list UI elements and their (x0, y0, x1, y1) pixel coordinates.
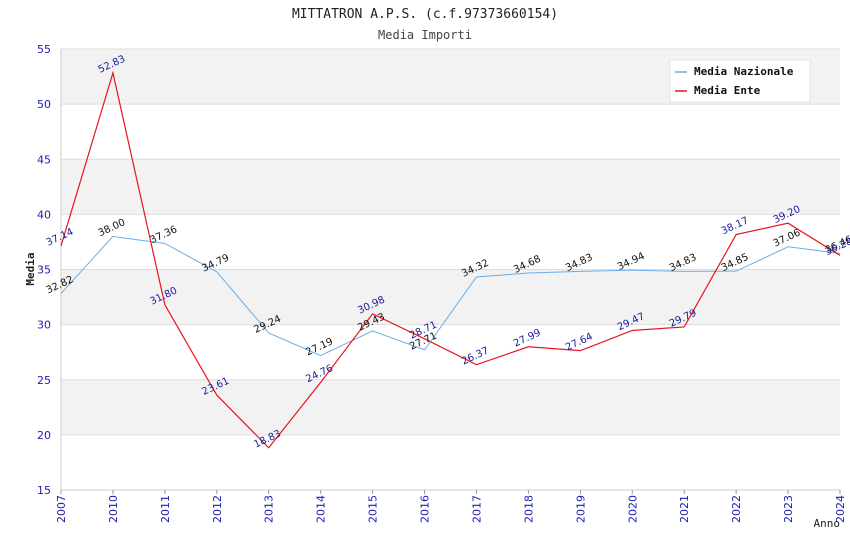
series-line-nazionale (60, 235, 841, 357)
x-tick-label: 2024 (834, 495, 847, 523)
x-tick-label: 2018 (522, 495, 535, 523)
grid-band (61, 379, 840, 435)
y-axis-title: Media (24, 252, 37, 285)
grid-bands (60, 48, 840, 491)
grid-band (61, 214, 840, 270)
x-tick-label: 2023 (782, 495, 795, 523)
legend-label-ente: Media Ente (694, 84, 761, 97)
x-tick-label: 2011 (159, 495, 172, 523)
x-tick-label: 2016 (419, 495, 432, 523)
x-tick-label: 2019 (574, 495, 587, 523)
chart-subtitle: Media Importi (378, 28, 472, 42)
x-tick-label: 2010 (107, 495, 120, 523)
chart-title: MITTATRON A.P.S. (c.f.97373660154) (292, 7, 558, 22)
grid-band (61, 159, 840, 215)
y-tick-label: 50 (37, 98, 51, 111)
legend: Media Nazionale Media Ente (669, 59, 811, 103)
x-tick-label: 2021 (678, 495, 691, 523)
x-tick-label: 2022 (730, 495, 743, 523)
x-tick-label: 2012 (211, 495, 224, 523)
y-tick-label: 30 (37, 319, 51, 332)
grid-band (61, 104, 840, 160)
y-tick-label: 40 (37, 208, 51, 221)
legend-box (669, 59, 811, 103)
x-tick-label: 2013 (263, 495, 276, 523)
legend-label-nazionale: Media Nazionale (694, 65, 794, 78)
y-tick-label: 35 (37, 264, 51, 277)
x-axis-title: Anno (814, 517, 841, 530)
x-tick-label: 2020 (626, 495, 639, 523)
grid-band (61, 269, 840, 325)
y-tick-label: 45 (37, 153, 51, 166)
y-tick-label: 20 (37, 429, 51, 442)
series-line-ente (60, 70, 841, 449)
y-tick-label: 55 (37, 43, 51, 56)
grid-band (61, 434, 840, 490)
x-tick-label: 2015 (367, 495, 380, 523)
y-tick-label: 25 (37, 374, 51, 387)
y-axis-ticks: 15 20 25 30 35 40 45 50 55 (37, 43, 51, 497)
x-tick-label: 2014 (315, 495, 328, 523)
x-tick-label: 2007 (55, 495, 68, 523)
x-axis-ticks: 2007 2010 2011 2012 2013 2014 2015 2016 2017 2018… (55, 490, 847, 523)
y-tick-label: 15 (37, 484, 51, 497)
x-tick-label: 2017 (470, 495, 483, 523)
series-lines (60, 70, 841, 449)
